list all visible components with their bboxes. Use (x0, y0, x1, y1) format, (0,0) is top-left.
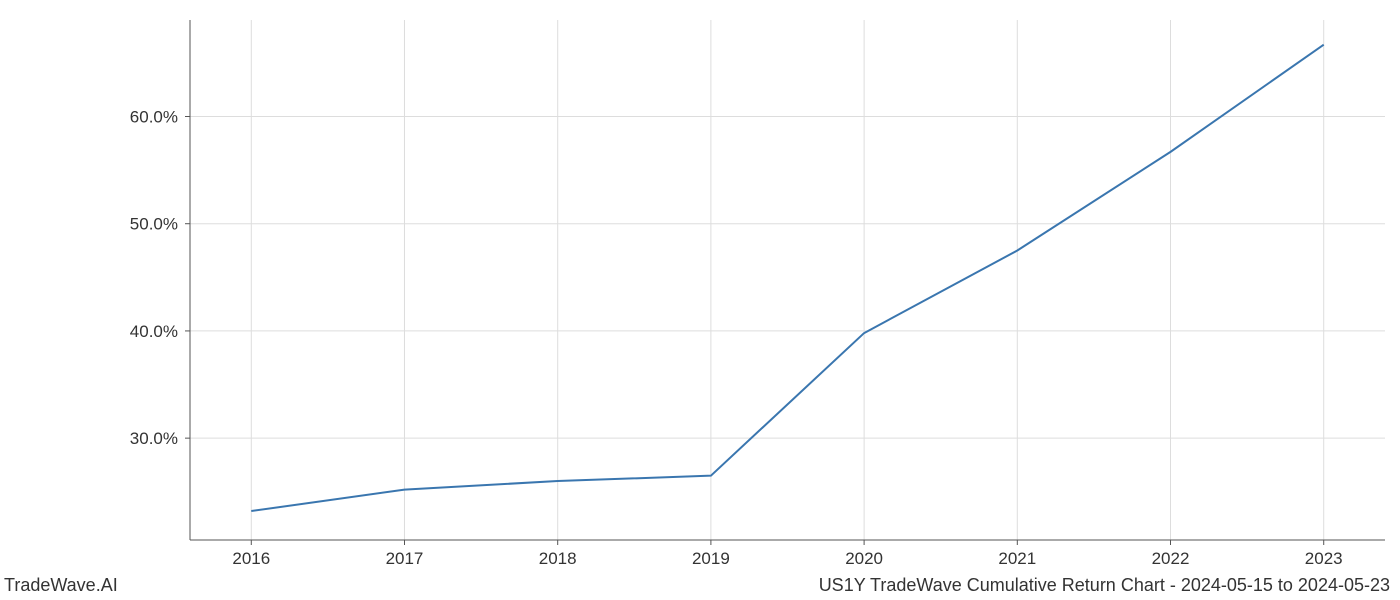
x-tick-label: 2018 (539, 549, 577, 568)
x-tick-label: 2023 (1305, 549, 1343, 568)
x-tick-label: 2019 (692, 549, 730, 568)
caption-right: US1Y TradeWave Cumulative Return Chart -… (819, 575, 1390, 596)
y-tick-label: 50.0% (130, 215, 178, 234)
x-tick-label: 2022 (1152, 549, 1190, 568)
y-tick-label: 30.0% (130, 429, 178, 448)
line-chart: 2016 2017 2018 2019 2020 2021 2022 2023 30.0% 40.… (0, 0, 1400, 600)
watermark-left: TradeWave.AI (4, 575, 118, 596)
x-tick-label: 2017 (386, 549, 424, 568)
y-tick-label: 40.0% (130, 322, 178, 341)
x-tick-label: 2016 (232, 549, 270, 568)
chart-container: 2016 2017 2018 2019 2020 2021 2022 2023 30.0% 40.… (0, 0, 1400, 600)
x-tick-label: 2020 (845, 549, 883, 568)
x-tick-label: 2021 (998, 549, 1036, 568)
y-tick-label: 60.0% (130, 107, 178, 126)
